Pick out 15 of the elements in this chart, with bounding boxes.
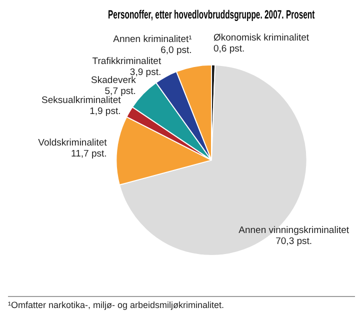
data-label: 1,9 pst. [90,106,121,118]
slice-label: Seksualkriminalitet [42,95,122,106]
slice-label: Økonomisk kriminalitet [213,32,310,44]
data-label: 6,0 pst. [160,45,192,56]
slice-label: Annen vinningskriminalitet [238,225,350,236]
slice-label: Skadeverk [91,75,136,86]
slice-label: Voldskriminalitet [38,138,108,149]
chart-title: Personoffer, etter hovedlovbruddsgruppe. 2007. Prosent [108,9,316,22]
data-label: 70,3 pst. [276,236,312,248]
data-label: 5,7 pst. [104,86,136,98]
slice-label: Annen kriminalitet¹ [113,34,192,46]
data-label: 0,6 pst. [213,43,245,54]
data-label: 11,7 pst. [71,148,107,160]
slice-label: Trafikkriminalitet [92,56,162,68]
text: ¹Omfatter narkotika-, miljø- og arbeidsmiljøkriminalitet. [8,296,355,310]
